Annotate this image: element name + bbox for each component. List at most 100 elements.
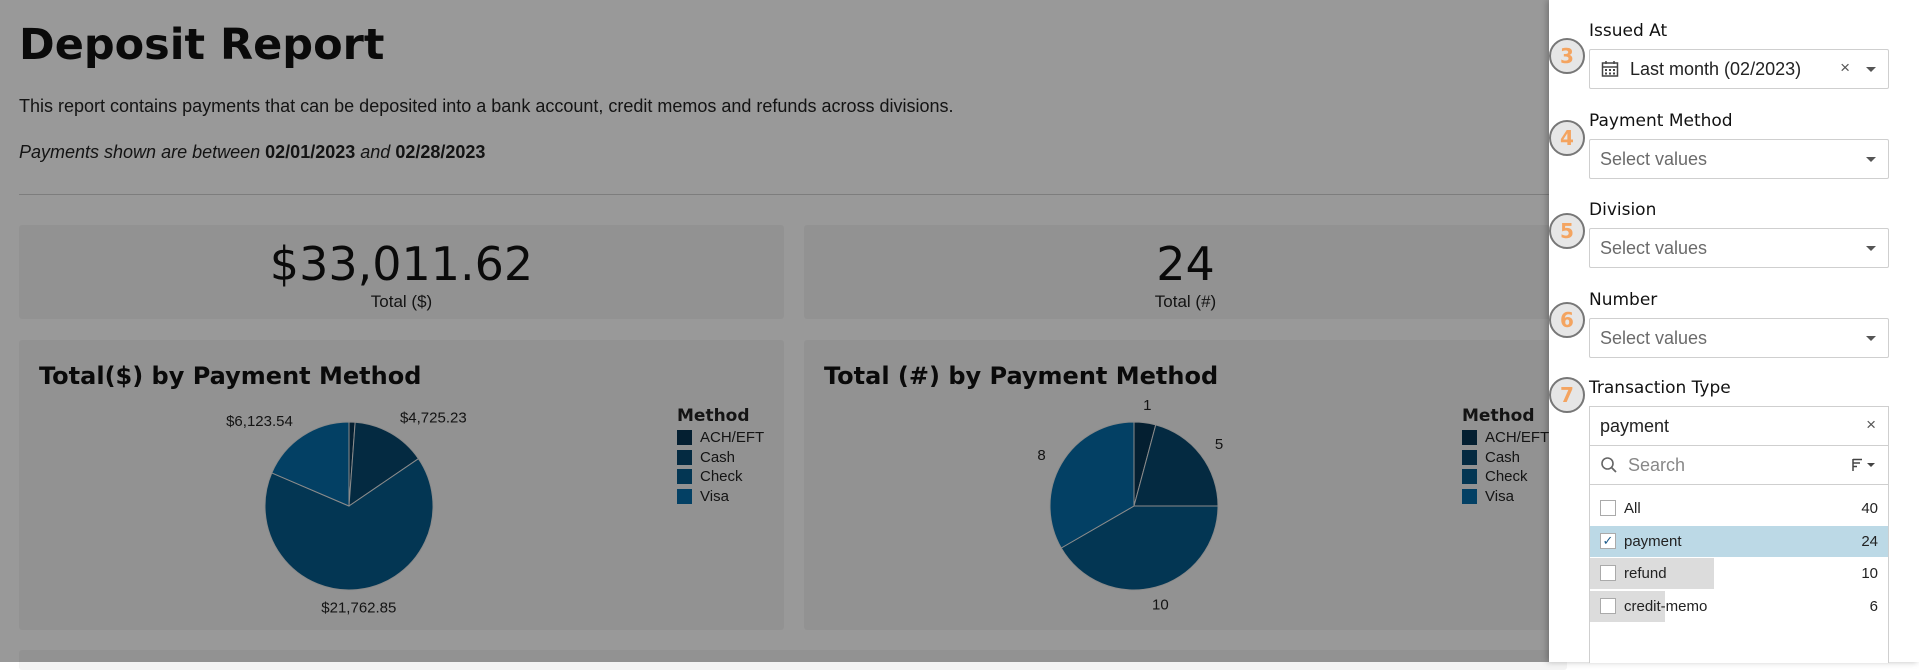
- legend-label: Check: [700, 468, 743, 486]
- legend-item-ach: ACH/EFT: [677, 428, 764, 448]
- option-search[interactable]: Search: [1590, 446, 1888, 485]
- option-label: refund: [1624, 565, 1667, 582]
- filter-panel: Issued At 3 Last month (02/2023) × Payme…: [1549, 0, 1919, 663]
- issued-at-label: Issued At: [1589, 21, 1668, 41]
- division-label: Division: [1589, 200, 1657, 220]
- legend-label: Visa: [700, 487, 729, 505]
- date-range-text: Payments shown are between 02/01/2023 an…: [19, 142, 485, 163]
- sort-icon[interactable]: [1852, 458, 1876, 477]
- clear-icon[interactable]: ×: [1866, 415, 1876, 434]
- pie-data-label: 1: [1143, 397, 1151, 414]
- option-label: payment: [1624, 532, 1682, 550]
- range-prefix: Payments shown are between: [19, 142, 261, 162]
- pie-slice-check[interactable]: [264, 458, 434, 591]
- legend-swatch: [677, 449, 692, 465]
- pie-data-label: $21,762.85: [321, 600, 396, 617]
- step-5-badge: 5: [1549, 213, 1585, 249]
- kpi-total-count-value: 24: [1156, 237, 1215, 291]
- option-checkbox[interactable]: [1600, 500, 1616, 516]
- pie-slice-visa[interactable]: [1049, 421, 1135, 549]
- issued-at-value: Last month (02/2023): [1630, 59, 1802, 79]
- pie-slice-cash[interactable]: [348, 421, 420, 507]
- legend-label: Cash: [1485, 448, 1521, 466]
- step-3-badge: 3: [1549, 38, 1585, 74]
- chart-title: Total($) by Payment Method: [39, 362, 422, 390]
- page-title: Deposit Report: [19, 20, 385, 70]
- legend-swatch: [1462, 449, 1477, 465]
- legend-item-cash: Cash: [677, 448, 764, 468]
- chevron-down-icon[interactable]: [1866, 336, 1876, 341]
- step-4-badge: 4: [1549, 120, 1585, 156]
- report-description: This report contains payments that can b…: [19, 96, 954, 116]
- option-credit-memo[interactable]: credit-memo 6: [1590, 590, 1888, 622]
- kpi-total-amount-value: $33,011.62: [269, 237, 534, 291]
- clear-icon[interactable]: ×: [1840, 58, 1850, 77]
- transaction-type-multiselect: payment × Search All 40 ✓ payment 24 refund 10…: [1589, 406, 1889, 663]
- legend-swatch: [677, 469, 692, 485]
- option-payment[interactable]: ✓ payment 24: [1590, 525, 1888, 557]
- pie-data-label: $4,725.23: [400, 410, 467, 427]
- pie-chart-amount: $4,725.23 $21,762.85 $6,123.54: [226, 410, 467, 617]
- pie-data-label: 5: [1215, 436, 1223, 453]
- legend-swatch: [1462, 469, 1477, 485]
- chart-card-amount: Total($) by Payment Method $4,725.23 $21,…: [19, 340, 784, 630]
- legend-label: Cash: [700, 448, 736, 466]
- legend-item-check: Check: [677, 467, 764, 487]
- chart-title: Total (#) by Payment Method: [824, 362, 1219, 390]
- division-select[interactable]: Select values: [1589, 228, 1889, 268]
- option-checkbox[interactable]: [1600, 597, 1616, 614]
- legend-swatch: [1462, 488, 1477, 504]
- chart-card-count: Total (#) by Payment Method 1 5 10 8 Method…: [804, 340, 1567, 630]
- option-label: credit-memo: [1624, 597, 1708, 615]
- kpi-total-count-card: 24 Total (#): [804, 225, 1567, 319]
- pie-slice-check[interactable]: [1060, 505, 1219, 591]
- transaction-type-value: payment: [1600, 416, 1670, 436]
- option-label: All: [1624, 500, 1641, 517]
- option-All[interactable]: All 40: [1590, 493, 1888, 524]
- payment-method-label: Payment Method: [1589, 111, 1733, 131]
- divider: [19, 194, 1567, 195]
- transaction-type-select[interactable]: payment ×: [1590, 407, 1888, 446]
- option-count: 24: [1861, 532, 1878, 550]
- number-label: Number: [1589, 290, 1658, 310]
- option-count: 10: [1861, 565, 1878, 582]
- chevron-down-icon[interactable]: [1866, 157, 1876, 162]
- payment-method-select[interactable]: Select values: [1589, 139, 1889, 179]
- kpi-total-amount-card: $33,011.62 Total ($): [19, 225, 784, 319]
- chart-legend: Method ACH/EFT Cash Check Visa: [1462, 406, 1549, 506]
- legend-swatch: [677, 430, 692, 446]
- issued-at-select[interactable]: Last month (02/2023) ×: [1589, 49, 1889, 89]
- search-input[interactable]: Search: [1628, 455, 1686, 475]
- step-6-badge: 6: [1549, 302, 1585, 338]
- number-select[interactable]: Select values: [1589, 318, 1889, 358]
- range-end: 02/28/2023: [395, 142, 486, 162]
- option-checkbox[interactable]: ✓: [1600, 532, 1616, 549]
- transaction-type-label: Transaction Type: [1589, 378, 1731, 398]
- legend-item-visa: Visa: [1462, 487, 1549, 507]
- payment-method-placeholder: Select values: [1600, 149, 1708, 169]
- legend-label: Check: [1485, 468, 1528, 486]
- option-checkbox[interactable]: [1600, 565, 1616, 581]
- chevron-down-icon[interactable]: [1866, 67, 1876, 72]
- legend-item-ach: ACH/EFT: [1462, 428, 1549, 448]
- pie-slice-visa[interactable]: [271, 421, 350, 507]
- option-refund[interactable]: refund 10: [1590, 558, 1888, 589]
- pie-data-label: 8: [1037, 447, 1045, 464]
- legend-swatch: [1462, 430, 1477, 446]
- legend-label: ACH/EFT: [1485, 429, 1550, 447]
- kpi-total-amount-label: Total ($): [370, 292, 433, 311]
- legend-item-visa: Visa: [677, 487, 764, 507]
- legend-swatch: [677, 488, 692, 504]
- chart-legend: Method ACH/EFT Cash Check Visa: [677, 406, 764, 506]
- legend-item-cash: Cash: [1462, 448, 1549, 468]
- range-start: 02/01/2023: [265, 142, 356, 162]
- legend-title: Method: [677, 406, 750, 426]
- range-and: and: [360, 142, 391, 162]
- chevron-down-icon[interactable]: [1866, 246, 1876, 251]
- modal-overlay[interactable]: [0, 0, 1568, 662]
- pie-slice-cash[interactable]: [1133, 424, 1219, 507]
- kpi-total-count-label: Total (#): [1154, 292, 1217, 311]
- pie-data-label: 10: [1152, 597, 1169, 614]
- calendar-icon: [1601, 60, 1619, 83]
- search-icon: [1600, 456, 1618, 479]
